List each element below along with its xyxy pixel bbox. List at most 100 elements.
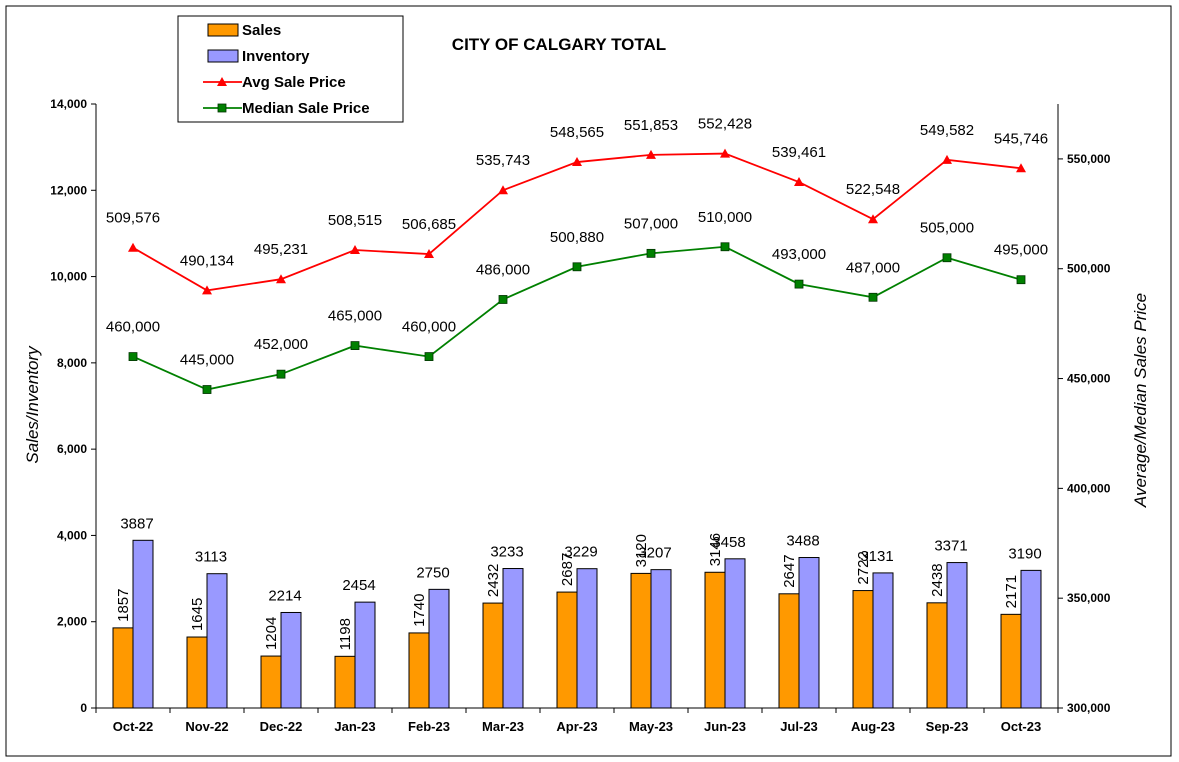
x-tick-label: Aug-23 xyxy=(851,719,895,734)
inventory-bar xyxy=(280,611,302,709)
avg-sale-price-point xyxy=(572,157,582,167)
x-tick-label: Jun-23 xyxy=(704,719,746,734)
inventory-data-label: 3113 xyxy=(195,549,227,566)
median-sale-price-point xyxy=(424,352,434,361)
median-sale-price-point xyxy=(498,295,508,304)
median-sale-price-data-label: 507,000 xyxy=(624,215,678,232)
sales-data-label: 1204 xyxy=(263,617,280,650)
median-sale-price-data-label: 500,880 xyxy=(550,229,604,246)
avg-sale-price-point xyxy=(794,177,804,187)
avg-sale-price-data-label: 551,853 xyxy=(624,117,678,134)
inventory-bar xyxy=(428,588,450,709)
sales-bar xyxy=(334,655,356,709)
sales-bar xyxy=(556,591,578,709)
sales-data-label: 2438 xyxy=(929,563,946,596)
sales-bar xyxy=(630,572,652,709)
avg-sale-price-point xyxy=(646,149,656,159)
median-sale-price-point xyxy=(720,242,730,252)
avg-sale-price-data-label: 509,576 xyxy=(106,210,160,227)
x-tick-label: Apr-23 xyxy=(556,719,597,734)
sales-data-label: 2647 xyxy=(781,554,798,587)
avg-sale-price-point xyxy=(202,285,212,295)
avg-sale-price-point xyxy=(868,214,878,224)
sales-data-label: 2687 xyxy=(559,553,576,586)
legend-swatch-inventory xyxy=(207,49,239,63)
inventory-data-label: 2750 xyxy=(416,564,449,581)
avg-sale-price-data-label: 490,134 xyxy=(180,252,234,269)
y2-tick-label: 350,000 xyxy=(1067,591,1111,605)
sales-data-label: 2432 xyxy=(485,564,502,597)
inventory-data-label: 3207 xyxy=(638,545,671,562)
sales-data-label: 1198 xyxy=(337,618,354,650)
inventory-bar xyxy=(1020,569,1042,709)
sales-bar xyxy=(186,636,208,709)
avg-sale-price-data-label: 535,743 xyxy=(476,152,530,169)
x-tick-label: Sep-23 xyxy=(926,719,969,734)
median-sale-price-point xyxy=(1016,275,1026,285)
x-tick-label: Oct-22 xyxy=(113,719,153,734)
median-sale-price-point xyxy=(646,248,656,258)
avg-sale-price-data-label: 545,746 xyxy=(994,130,1048,147)
sales-bar xyxy=(1000,613,1022,709)
inventory-bar xyxy=(354,601,376,709)
y-tick-label: 10,000 xyxy=(50,270,87,284)
x-tick-label: Nov-22 xyxy=(185,719,228,734)
y-tick-label: 6,000 xyxy=(57,442,87,456)
sales-bar xyxy=(852,590,874,709)
avg-sale-price-point xyxy=(350,245,360,255)
avg-sale-price-data-label: 549,582 xyxy=(920,122,974,139)
median-sale-price-data-label: 460,000 xyxy=(106,319,160,336)
median-sale-price-point xyxy=(868,292,878,302)
inventory-bar xyxy=(650,569,672,709)
median-sale-price-point xyxy=(276,369,286,379)
median-sale-price-data-label: 487,000 xyxy=(846,259,900,276)
median-sale-price-data-label: 445,000 xyxy=(180,352,234,369)
sales-bar xyxy=(112,627,134,709)
median-sale-price-data-label: 452,000 xyxy=(254,336,308,353)
sales-data-label: 1645 xyxy=(189,598,206,631)
sales-bar xyxy=(704,571,726,709)
avg-sale-price-point xyxy=(424,249,434,259)
inventory-data-label: 3371 xyxy=(934,538,967,555)
avg-sale-price-data-label: 552,428 xyxy=(698,116,752,133)
y2-tick-label: 550,000 xyxy=(1067,152,1111,166)
avg-sale-price-data-label: 508,515 xyxy=(328,212,382,229)
inventory-bar xyxy=(132,539,154,709)
avg-sale-price-data-label: 522,548 xyxy=(846,181,900,198)
x-tick-label: May-23 xyxy=(629,719,673,734)
sales-data-label: 1740 xyxy=(411,594,428,627)
median-sale-price-data-label: 460,000 xyxy=(402,319,456,336)
median-sale-price-data-label: 486,000 xyxy=(476,261,530,278)
y-tick-label: 2,000 xyxy=(57,615,87,629)
median-sale-price-point xyxy=(942,253,952,263)
legend-marker-median-sale-price xyxy=(217,103,227,113)
avg-sale-price-point xyxy=(498,185,508,195)
legend-label-median-sale-price: Median Sale Price xyxy=(242,100,370,117)
sales-bar xyxy=(778,593,800,709)
legend: Sales Inventory Avg Sale Price Median Sale … xyxy=(177,15,404,123)
x-tick-label: Jul-23 xyxy=(780,719,818,734)
inventory-bar xyxy=(502,568,524,709)
avg-sale-price-point xyxy=(942,154,952,164)
inventory-data-label: 3887 xyxy=(120,515,153,532)
y2-axis-title: Average/Median Sales Price xyxy=(1131,293,1150,508)
sales-bar xyxy=(482,602,504,709)
avg-sale-price-point xyxy=(276,274,286,284)
inventory-data-label: 3229 xyxy=(564,544,597,561)
inventory-bar xyxy=(724,558,746,709)
inventory-data-label: 2214 xyxy=(268,587,301,604)
inventory-data-label: 2454 xyxy=(342,577,375,594)
inventory-bar xyxy=(946,562,968,709)
y-tick-label: 12,000 xyxy=(50,183,87,197)
sales-bar xyxy=(408,632,430,709)
y2-tick-label: 500,000 xyxy=(1067,262,1111,276)
median-sale-price-point xyxy=(794,279,804,289)
inventory-bar xyxy=(576,568,598,709)
median-sale-price-point xyxy=(572,262,582,272)
sales-data-label: 2171 xyxy=(1003,575,1020,608)
avg-sale-price-data-label: 495,231 xyxy=(254,241,308,258)
sales-data-label: 3120 xyxy=(633,534,650,567)
y2-tick-label: 450,000 xyxy=(1067,372,1111,386)
x-tick-label: Jan-23 xyxy=(334,719,375,734)
